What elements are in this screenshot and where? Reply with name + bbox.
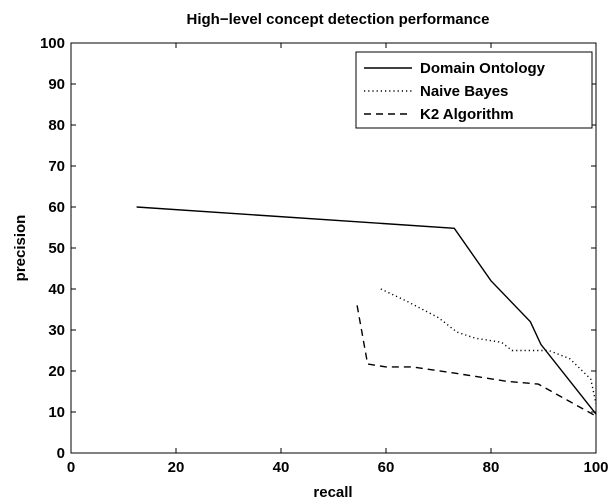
y-tick-label: 80 (48, 117, 65, 134)
series-line-naive-bayes (380, 288, 597, 404)
x-tick-label: 40 (273, 459, 290, 476)
x-tick-label: 20 (168, 459, 185, 476)
y-tick-label: 20 (48, 363, 65, 380)
series-line-k2-algorithm (356, 305, 597, 417)
y-tick-label: 40 (48, 281, 65, 298)
x-tick-label: 0 (67, 459, 75, 476)
y-tick-label: 50 (48, 240, 65, 257)
y-tick-label: 30 (48, 322, 65, 339)
x-tick-label: 60 (378, 459, 395, 476)
y-tick-label: 60 (48, 199, 65, 216)
x-axis-label: recall (313, 484, 352, 500)
legend-label: Domain Ontology (420, 60, 546, 77)
chart-title: High−level concept detection performance (187, 11, 490, 28)
x-axis: 0 20 40 60 80 100 (67, 43, 609, 476)
series-line-domain-ontology (136, 206, 597, 415)
legend-label: K2 Algorithm (420, 106, 514, 123)
x-tick-label: 100 (583, 459, 608, 476)
series-layer (136, 206, 597, 417)
x-tick-label: 80 (483, 459, 500, 476)
legend-box (355, 51, 593, 129)
legend: Domain Ontology Naive Bayes K2 Algorithm (355, 51, 593, 129)
y-tick-label: 70 (48, 158, 65, 175)
y-axis: 0 10 20 30 40 50 60 70 80 90 100 (40, 35, 596, 462)
y-tick-label: 100 (40, 35, 65, 52)
legend-label: Naive Bayes (420, 83, 508, 100)
y-tick-label: 0 (57, 445, 65, 462)
y-tick-label: 10 (48, 404, 65, 421)
y-tick-label: 90 (48, 76, 65, 93)
y-axis-label: precision (12, 215, 29, 282)
